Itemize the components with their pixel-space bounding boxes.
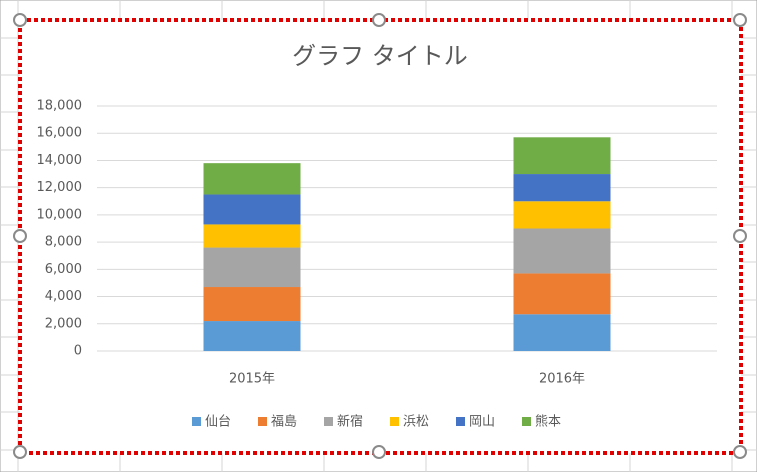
bar-segment: [203, 287, 301, 322]
bar-segment: [513, 174, 611, 202]
legend-label: 福島: [271, 415, 297, 430]
y-tick-label: 10,000: [37, 207, 83, 222]
legend-label: 岡山: [469, 415, 495, 430]
bar-segment: [203, 194, 301, 225]
bar-segment: [203, 247, 301, 288]
bar-segment: [513, 201, 611, 229]
y-tick-label: 12,000: [37, 180, 83, 195]
y-tick-label: 16,000: [37, 126, 83, 141]
y-tick-label: 2,000: [45, 316, 82, 331]
selection-handles: [13, 13, 747, 459]
x-tick-label: 2015年: [229, 372, 275, 387]
legend-label: 仙台: [205, 415, 231, 430]
bar-segment: [203, 163, 301, 195]
legend-swatch: [390, 417, 399, 426]
x-tick-label: 2016年: [539, 372, 585, 387]
bar-segment: [513, 314, 611, 351]
legend-label: 新宿: [337, 414, 363, 430]
bar-segment: [513, 228, 611, 274]
chart-area[interactable]: [18, 18, 743, 455]
bar-segment: [513, 273, 611, 315]
y-tick-label: 18,000: [37, 99, 83, 114]
bar-segment: [513, 137, 611, 175]
y-tick-label: 14,000: [37, 153, 83, 168]
y-tick-label: 6,000: [45, 262, 82, 277]
legend-swatch: [258, 417, 267, 426]
legend-label: 浜松: [403, 415, 429, 430]
bar-segment: [203, 321, 301, 351]
bar-segment: [203, 224, 301, 248]
legend-swatch: [522, 417, 531, 426]
legend-swatch: [324, 417, 333, 426]
chart-title: グラフ タイトル: [292, 42, 468, 70]
y-tick-label: 0: [74, 344, 82, 359]
y-tick-label: 4,000: [45, 289, 82, 304]
y-tick-label: 8,000: [45, 235, 82, 250]
legend-swatch: [456, 417, 465, 426]
legend-label: 熊本: [535, 414, 561, 430]
legend-swatch: [192, 417, 201, 426]
